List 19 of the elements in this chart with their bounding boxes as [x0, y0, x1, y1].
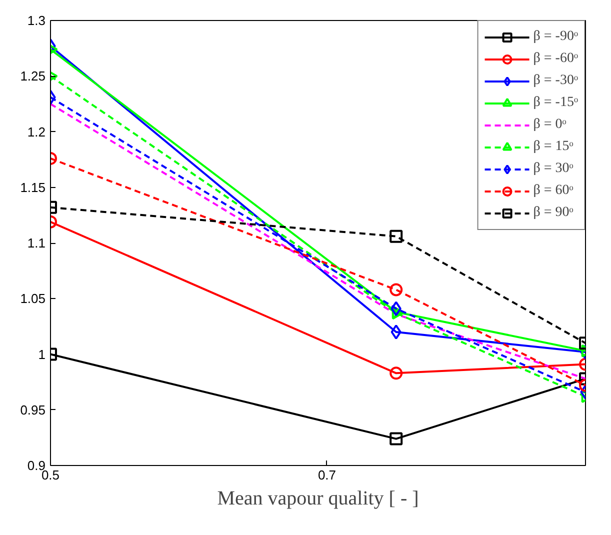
legend-label: β = -30ᵒ [533, 73, 578, 89]
legend-label: β = -90ᵒ [533, 29, 578, 45]
y-tick-label: 1 [38, 346, 46, 362]
y-tick-label: 1.3 [27, 13, 46, 28]
y-tick-label: 1.05 [20, 291, 46, 306]
legend-label: β = 90ᵒ [533, 205, 574, 221]
legend-label: β = -15ᵒ [533, 95, 578, 111]
legend-label: β = 0ᵒ [533, 117, 566, 133]
y-tick-label: 0.95 [20, 402, 46, 418]
legend-label: β = 60ᵒ [533, 183, 574, 199]
y-tick-label: 1.25 [20, 68, 46, 84]
y-tick-label: 1.2 [27, 124, 46, 140]
legend-label: β = 15ᵒ [533, 139, 574, 155]
legend-label: β = -60ᵒ [533, 51, 578, 67]
y-tick-label: 1.1 [27, 236, 46, 250]
x-axis-title: Mean vapour quality [ - ] [217, 488, 419, 510]
y-tick-label: 1.15 [20, 180, 46, 195]
legend-label: β = 30ᵒ [533, 161, 574, 177]
x-tick-label: 0.7 [318, 468, 336, 482]
